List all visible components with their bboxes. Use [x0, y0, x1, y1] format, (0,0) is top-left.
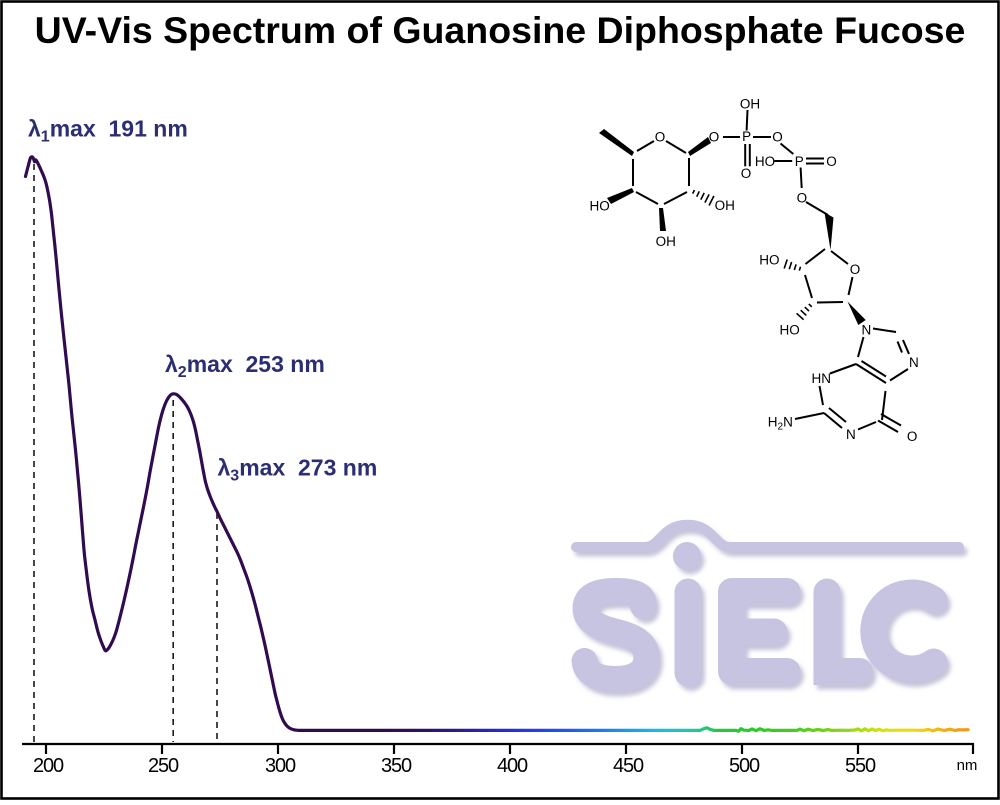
- svg-text:200: 200: [33, 755, 64, 777]
- svg-text:450: 450: [613, 755, 644, 777]
- svg-text:HO: HO: [759, 253, 779, 268]
- svg-text:N: N: [909, 355, 919, 370]
- svg-text:λ2max 253 nm: λ2max 253 nm: [165, 351, 325, 381]
- svg-text:H2N: H2N: [768, 415, 793, 433]
- svg-text:N: N: [862, 323, 872, 338]
- svg-text:OH: OH: [740, 96, 760, 111]
- svg-text:350: 350: [381, 755, 412, 777]
- svg-text:O: O: [709, 130, 720, 145]
- svg-text:HN: HN: [812, 371, 832, 386]
- svg-text:P: P: [742, 129, 751, 144]
- svg-text:O: O: [655, 130, 666, 145]
- svg-text:O: O: [772, 130, 783, 145]
- svg-text:O: O: [826, 154, 837, 169]
- svg-text:550: 550: [845, 755, 876, 777]
- svg-text:O: O: [797, 191, 808, 206]
- svg-text:250: 250: [148, 755, 179, 777]
- svg-text:O: O: [741, 166, 752, 181]
- svg-text:UV-Vis Spectrum of Guanosine D: UV-Vis Spectrum of Guanosine Diphosphate…: [35, 9, 966, 51]
- svg-text:OH: OH: [715, 198, 735, 213]
- svg-text:N: N: [846, 427, 856, 442]
- svg-text:P: P: [795, 154, 804, 169]
- svg-text:HO: HO: [589, 199, 609, 214]
- svg-text:400: 400: [497, 755, 528, 777]
- svg-text:HO: HO: [755, 154, 775, 169]
- svg-text:nm: nm: [957, 757, 978, 774]
- svg-text:O: O: [907, 429, 918, 444]
- svg-text:O: O: [850, 262, 861, 277]
- svg-text:500: 500: [729, 755, 760, 777]
- svg-text:λ3max 273 nm: λ3max 273 nm: [218, 455, 378, 485]
- svg-text:OH: OH: [656, 234, 676, 249]
- svg-text:λ1max 191 nm: λ1max 191 nm: [28, 116, 188, 146]
- svg-text:HO: HO: [779, 322, 799, 337]
- svg-text:300: 300: [265, 755, 296, 777]
